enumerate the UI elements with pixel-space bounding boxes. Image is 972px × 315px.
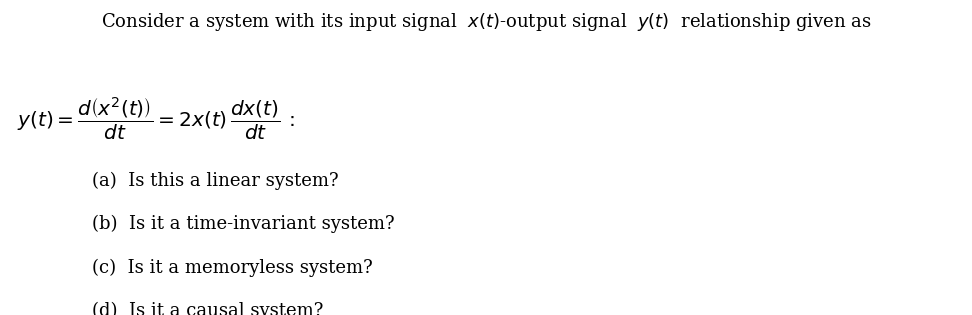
Text: Consider a system with its input signal  $x(t)$-output signal  $y(t)$  relations: Consider a system with its input signal … — [101, 11, 871, 33]
Text: $y(t) = \dfrac{d\left(x^{2}(t)\right)}{dt} = 2x(t)\,\dfrac{dx(t)}{dt}\,:$: $y(t) = \dfrac{d\left(x^{2}(t)\right)}{d… — [17, 96, 295, 142]
Text: (c)  Is it a memoryless system?: (c) Is it a memoryless system? — [92, 259, 373, 277]
Text: (b)  Is it a time-invariant system?: (b) Is it a time-invariant system? — [92, 215, 395, 233]
Text: (a)  Is this a linear system?: (a) Is this a linear system? — [92, 172, 339, 190]
Text: (d)  Is it a causal system?: (d) Is it a causal system? — [92, 302, 324, 315]
